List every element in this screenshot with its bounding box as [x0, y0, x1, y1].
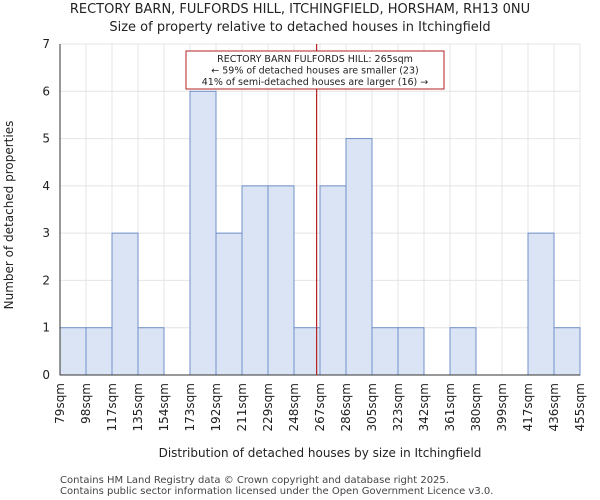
x-tick-label-117sqm: 117sqm	[105, 383, 119, 431]
bar-436sqm	[553, 327, 581, 376]
y-tick-label-5: 5	[42, 132, 50, 146]
annotation-line-2: ← 59% of detached houses are smaller (23…	[211, 66, 418, 77]
bar-361sqm	[449, 327, 477, 376]
y-tick-label-3: 3	[42, 226, 50, 240]
bar-323sqm	[397, 327, 425, 376]
x-tick-label-98sqm: 98sqm	[79, 383, 93, 424]
bar-286sqm	[345, 138, 373, 376]
bar-229sqm	[267, 185, 295, 376]
y-tick-label-4: 4	[42, 179, 50, 193]
bar-267sqm	[319, 185, 347, 376]
y-tick-label-0: 0	[42, 368, 50, 382]
x-tick-label-455sqm: 455sqm	[573, 383, 587, 431]
bar-192sqm	[215, 232, 243, 376]
footer-line-2: Contains public sector information licen…	[60, 486, 494, 497]
x-tick-label-399sqm: 399sqm	[495, 383, 509, 431]
x-tick-label-192sqm: 192sqm	[209, 383, 223, 431]
x-tick-label-305sqm: 305sqm	[365, 383, 379, 431]
x-tick-label-173sqm: 173sqm	[183, 383, 197, 431]
x-tick-label-436sqm: 436sqm	[547, 383, 561, 431]
y-tick-label-6: 6	[42, 84, 50, 98]
x-tick-label-248sqm: 248sqm	[287, 383, 301, 431]
x-tick-label-361sqm: 361sqm	[443, 383, 457, 431]
bar-98sqm	[85, 327, 113, 376]
x-tick-label-267sqm: 267sqm	[313, 383, 327, 431]
bar-117sqm	[111, 232, 139, 376]
x-tick-label-135sqm: 135sqm	[131, 383, 145, 431]
x-tick-label-380sqm: 380sqm	[469, 383, 483, 431]
x-tick-label-211sqm: 211sqm	[235, 383, 249, 431]
bar-173sqm	[189, 90, 217, 376]
x-axis-label: Distribution of detached houses by size …	[158, 446, 482, 460]
x-tick-label-286sqm: 286sqm	[339, 383, 353, 431]
bar-305sqm	[371, 327, 399, 376]
bar-417sqm	[527, 232, 555, 376]
x-tick-label-417sqm: 417sqm	[521, 383, 535, 431]
x-tick-label-154sqm: 154sqm	[157, 383, 171, 431]
x-tick-label-342sqm: 342sqm	[417, 383, 431, 431]
bar-211sqm	[241, 185, 269, 376]
footer-line-1: Contains HM Land Registry data © Crown c…	[60, 475, 449, 486]
y-tick-label-2: 2	[42, 273, 50, 287]
y-axis-label: Number of detached properties	[2, 120, 16, 310]
annotation-line-3: 41% of semi-detached houses are larger (…	[202, 77, 429, 88]
y-tick-label-1: 1	[42, 321, 50, 335]
x-tick-label-79sqm: 79sqm	[53, 383, 67, 424]
x-tick-label-229sqm: 229sqm	[261, 383, 275, 431]
annotation-line-1: RECTORY BARN FULFORDS HILL: 265sqm	[217, 54, 413, 65]
annotation-box	[185, 50, 445, 90]
chart-subtitle: Size of property relative to detached ho…	[109, 20, 491, 35]
x-tick-label-323sqm: 323sqm	[391, 383, 405, 431]
y-tick-label-7: 7	[42, 37, 50, 51]
bar-79sqm	[59, 327, 87, 376]
bar-135sqm	[137, 327, 165, 376]
chart-title: RECTORY BARN, FULFORDS HILL, ITCHINGFIEL…	[69, 2, 531, 17]
